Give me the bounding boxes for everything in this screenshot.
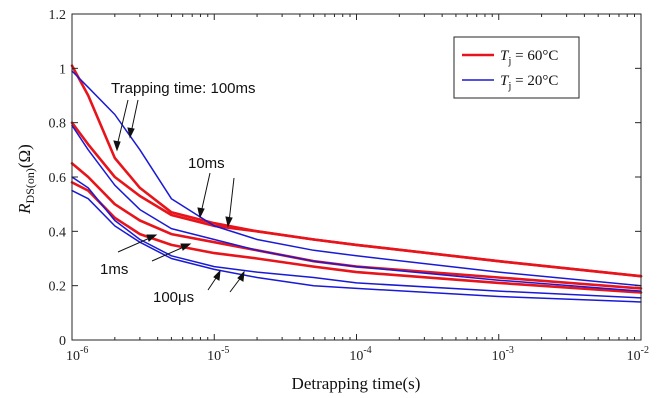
x-tick-base: 10: [207, 349, 221, 364]
x-tick-base: 10: [627, 349, 641, 364]
annotation-10ms: 10ms: [188, 155, 225, 172]
y-tick-label: 0: [59, 334, 66, 349]
arrowhead-100us-b: [237, 270, 245, 282]
axes-layer: 00.20.40.60.811.210-6 10-5 10-4 10-3 10-2: [49, 8, 650, 364]
y-axis-label: RDS(on)(Ω): [15, 144, 37, 215]
x-tick-base: 10: [492, 349, 506, 364]
x-tick-label: 10-5: [207, 345, 229, 364]
annotation-1ms: 1ms: [100, 261, 128, 278]
series-line-20C-5: [71, 70, 642, 287]
x-tick-base: 10: [66, 349, 80, 364]
legend-label-20c: Tj = 20°C: [500, 73, 558, 92]
arrow-100ms-a: [116, 99, 129, 147]
legend-20c-t: T: [500, 73, 510, 89]
series-line-60C-3: [70, 162, 643, 290]
y-axis-label-unit: (Ω): [15, 144, 34, 168]
y-tick-label: 0.6: [49, 171, 67, 186]
arrow-1ms-b: [151, 245, 187, 262]
y-tick-label: 1: [59, 62, 66, 77]
y-tick-label: 1.2: [49, 8, 67, 23]
legend-label-60c: Tj = 60°C: [500, 48, 558, 67]
x-tick-exp: -3: [506, 345, 514, 356]
x-tick-exp: -5: [221, 345, 229, 356]
x-tick-exp: -6: [80, 345, 88, 356]
legend: Tj = 60°C Tj = 20°C: [453, 36, 580, 99]
y-axis-label-sub: DS(on): [23, 168, 37, 203]
x-tick-label: 10-4: [349, 345, 371, 364]
series-line-20C-6: [71, 124, 642, 292]
series-line-20C-7: [71, 176, 642, 299]
legend-box: [453, 36, 580, 99]
annotation-arrows: [113, 99, 245, 293]
y-tick-label: 0.8: [49, 117, 67, 132]
series-line-20C-8: [71, 189, 642, 303]
x-tick-label: 10-6: [66, 345, 88, 364]
arrow-100ms-b: [130, 99, 139, 134]
y-axis-label-r: R: [15, 203, 34, 215]
y-tick-label: 0.2: [49, 280, 67, 295]
arrowhead-10ms-a: [197, 207, 205, 219]
arrowhead-10ms-b: [225, 216, 233, 228]
legend-20c-sub: j: [507, 80, 511, 92]
legend-20c-rest: = 20°C: [511, 73, 558, 89]
y-tick-label: 0.4: [49, 225, 67, 240]
x-tick-exp: -4: [363, 345, 371, 356]
arrow-1ms-a: [117, 236, 153, 253]
legend-60c-rest: = 60°C: [511, 48, 558, 64]
arrowhead-1ms-a: [146, 234, 158, 242]
arrow-10ms-a: [200, 172, 211, 214]
legend-60c-t: T: [500, 48, 510, 64]
x-axis-label: Detrapping time(s): [292, 374, 421, 393]
x-tick-base: 10: [349, 349, 363, 364]
arrowhead-100ms-a: [113, 140, 121, 152]
arrowhead-1ms-b: [180, 243, 192, 251]
arrowhead-100us-a: [213, 269, 221, 281]
annotation-100ms: Trapping time: 100ms: [111, 80, 256, 97]
series-layer: [70, 64, 643, 303]
arrow-10ms-b: [228, 177, 235, 223]
x-tick-exp: -2: [641, 345, 649, 356]
x-tick-label: 10-2: [627, 345, 649, 364]
annotation-100us: 100μs: [153, 289, 194, 306]
x-tick-label: 10-3: [492, 345, 514, 364]
legend-60c-sub: j: [507, 55, 511, 67]
arrowhead-100ms-b: [127, 127, 135, 139]
